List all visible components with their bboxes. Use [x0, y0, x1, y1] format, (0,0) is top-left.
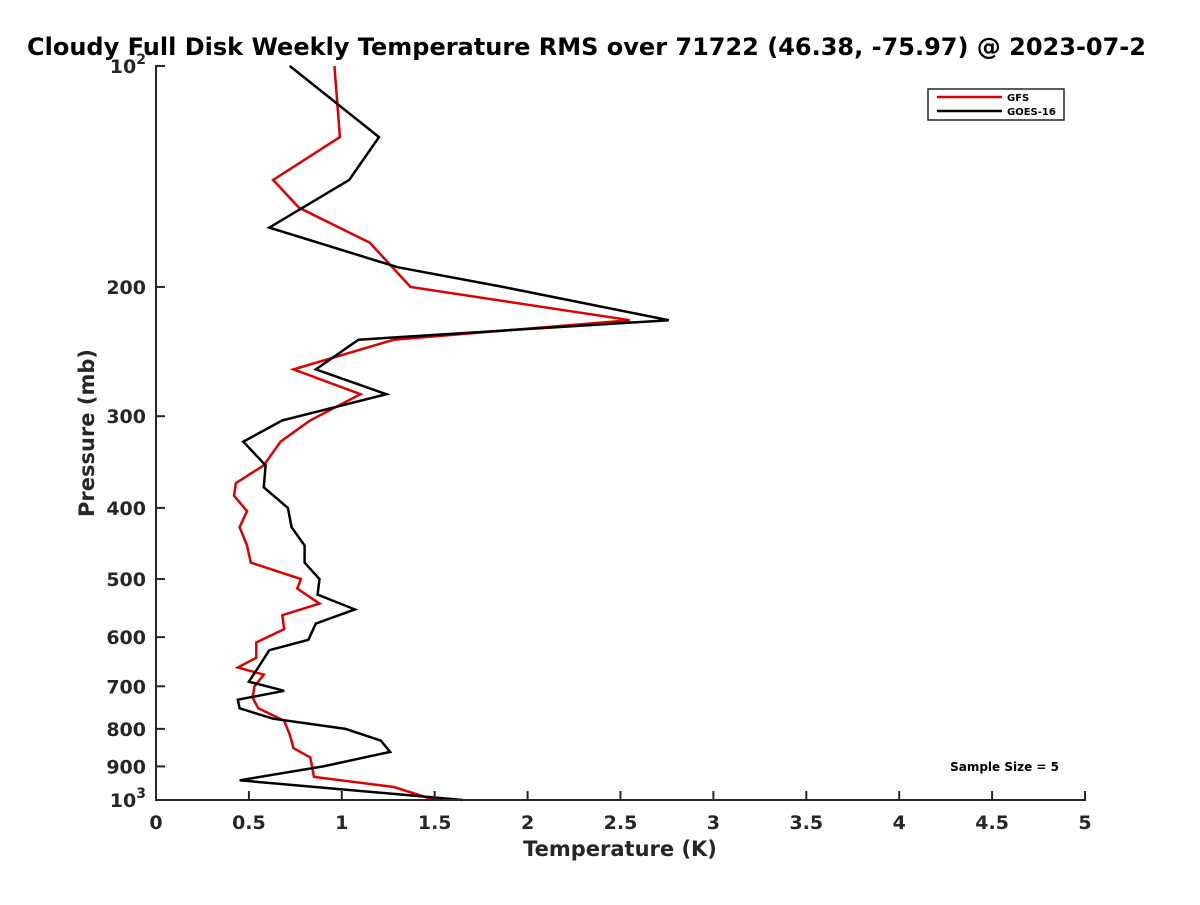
legend: GFS GOES-16 [927, 88, 1065, 121]
chart-title: Cloudy Full Disk Weekly Temperature RMS … [27, 33, 1146, 61]
legend-label-gfs: GFS [1007, 93, 1029, 104]
series-line-gfs [232, 65, 630, 802]
x-tick-label: 2 [521, 812, 534, 834]
x-tick-label: 0.5 [232, 812, 266, 834]
y-tick-label: 600 [106, 627, 146, 649]
ticks-layer: 0 0.5 1 1.5 2 2.5 3 3.5 4 4.5 5 102 200 300 400 500 600 7… [106, 52, 1091, 834]
series-line-goes16 [236, 65, 670, 802]
y-tick-label: 103 [110, 786, 146, 812]
x-tick-label: 0 [149, 812, 162, 834]
x-axis-label: Temperature (K) [523, 837, 717, 861]
x-tick-label: 3.5 [789, 812, 823, 834]
x-tick-label: 3 [707, 812, 720, 834]
y-tick-label: 102 [110, 52, 146, 78]
y-tick-label: 500 [106, 569, 146, 591]
y-tick-label: 800 [106, 719, 146, 741]
x-tick-label: 5 [1078, 812, 1091, 834]
sample-size-annotation: Sample Size = 5 [950, 760, 1059, 774]
y-tick-label: 700 [106, 676, 146, 698]
x-tick-label: 2.5 [604, 812, 638, 834]
y-tick-label: 900 [106, 756, 146, 778]
y-tick-label: 300 [106, 406, 146, 428]
legend-box [927, 88, 1065, 121]
legend-label-goes16: GOES-16 [1007, 107, 1056, 118]
x-tick-label: 4 [893, 812, 906, 834]
x-tick-label: 1.5 [418, 812, 452, 834]
y-tick-label: 400 [106, 498, 146, 520]
y-tick-label: 200 [106, 277, 146, 299]
x-tick-label: 1 [335, 812, 348, 834]
series-layer [232, 65, 670, 802]
x-tick-label: 4.5 [975, 812, 1009, 834]
y-axis-label: Pressure (mb) [75, 349, 99, 517]
